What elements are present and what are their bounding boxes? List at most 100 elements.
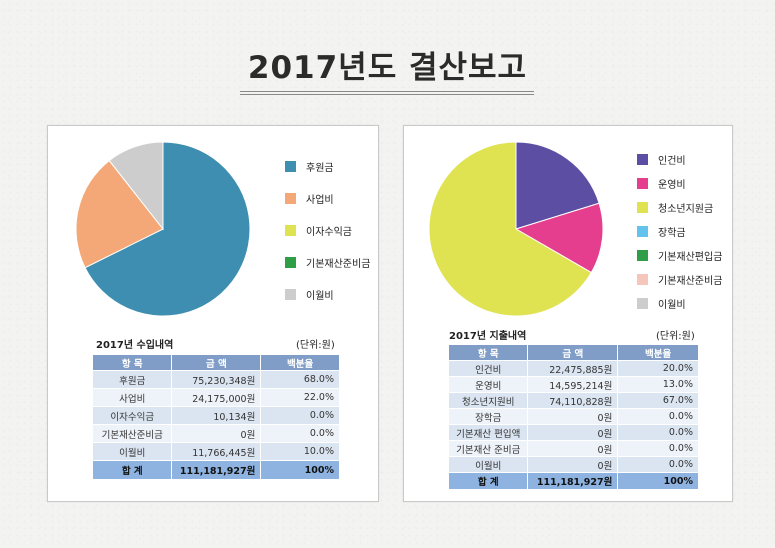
legend-item: 사업비	[285, 191, 334, 206]
legend-item: 인건비	[637, 152, 686, 167]
item-cell: 이월비	[447, 456, 529, 473]
item-cell: 이자수익금	[91, 406, 173, 425]
table-row: 후원금 75,230,348원 68.0%	[91, 370, 340, 389]
pie-slice	[514, 202, 604, 274]
percent-cell: 0.0%	[617, 440, 699, 457]
expense-table-unit: (단위:원)	[656, 331, 695, 342]
total-row: 합 계 111,181,927원 100%	[91, 460, 340, 480]
income-panel: 후원금 사업비 이자수익금 기본재산준비금 이월비 2017년 수입내역 (단위:원) …	[47, 125, 379, 502]
table-row: 청소년지원비 74,110,828원 67.0%	[447, 392, 699, 409]
total-amount: 111,181,927원	[171, 460, 262, 480]
amount-cell: 11,766,445원	[171, 442, 262, 461]
legend-label: 인건비	[658, 155, 686, 167]
percent-cell: 0.0%	[617, 424, 699, 441]
pie-slice	[84, 141, 251, 317]
legend-item: 기본재산준비금	[285, 255, 371, 270]
expense-panel: 인건비 운영비 청소년지원금 장학금 기본재산편입금 기본재산준비금 이월비 2017년 지…	[403, 125, 733, 502]
percent-cell: 20.0%	[617, 360, 699, 377]
column-header-item: 항 목	[447, 344, 529, 361]
pie-slice	[428, 141, 593, 317]
legend-swatch	[637, 153, 648, 165]
item-cell: 기본재산 준비금	[447, 440, 529, 457]
legend-item: 이월비	[285, 287, 334, 302]
percent-cell: 0.0%	[260, 424, 340, 443]
table-row: 사업비 24,175,000원 22.0%	[91, 388, 340, 407]
amount-cell: 10,134원	[171, 406, 262, 425]
item-cell: 청소년지원비	[447, 392, 529, 409]
legend-item: 기본재산준비금	[637, 272, 722, 287]
legend-swatch	[637, 225, 648, 237]
legend-item: 후원금	[285, 159, 334, 174]
legend-item: 이월비	[637, 296, 686, 311]
column-header-amount: 금 액	[527, 344, 619, 361]
legend-item: 이자수익금	[285, 223, 352, 238]
legend-swatch	[637, 201, 648, 213]
legend-label: 후원금	[306, 162, 334, 174]
legend-swatch	[637, 273, 648, 285]
pie-slice	[515, 141, 600, 230]
item-cell: 이월비	[91, 442, 173, 461]
legend-swatch	[637, 297, 648, 309]
legend-label: 이월비	[306, 290, 334, 302]
legend-swatch	[285, 288, 296, 300]
legend-label: 장학금	[658, 227, 686, 239]
legend-swatch	[285, 224, 296, 236]
amount-cell: 0원	[171, 424, 262, 443]
percent-cell: 68.0%	[260, 370, 340, 389]
amount-cell: 75,230,348원	[171, 370, 262, 389]
total-label: 합 계	[447, 472, 529, 490]
amount-cell: 0원	[527, 440, 619, 457]
legend-item: 기본재산편입금	[637, 248, 722, 263]
percent-cell: 10.0%	[260, 442, 340, 461]
legend-swatch	[285, 256, 296, 268]
income-pie-chart	[75, 141, 251, 317]
income-table-unit: (단위:원)	[296, 340, 335, 351]
item-cell: 후원금	[91, 370, 173, 389]
percent-cell: 0.0%	[617, 456, 699, 473]
table-row: 운영비 14,595,214원 13.0%	[447, 376, 699, 393]
page-title: 2017년도 결산보고	[247, 50, 528, 86]
column-header-percent: 백분율	[617, 344, 699, 361]
legend-item: 장학금	[637, 224, 686, 239]
table-row: 이월비 11,766,445원 10.0%	[91, 442, 340, 461]
title-underline	[240, 91, 534, 92]
expense-table-caption: 2017년 지출내역	[449, 331, 527, 342]
legend-label: 청소년지원금	[658, 203, 714, 215]
item-cell: 운영비	[447, 376, 529, 393]
legend-item: 운영비	[637, 176, 686, 191]
table-row: 이자수익금 10,134원 0.0%	[91, 406, 340, 425]
title-underline-second	[240, 94, 534, 95]
legend-label: 기본재산준비금	[306, 258, 371, 270]
expense-pie-chart	[428, 141, 604, 317]
total-row: 합 계 111,181,927원 100%	[447, 472, 699, 490]
item-cell: 장학금	[447, 408, 529, 425]
item-cell: 인건비	[447, 360, 529, 377]
column-header-percent: 백분율	[260, 354, 340, 371]
income-table-caption: 2017년 수입내역	[96, 340, 174, 351]
legend-swatch	[285, 160, 296, 172]
table-row: 이월비 0원 0.0%	[447, 456, 699, 473]
legend-label: 운영비	[658, 179, 686, 191]
percent-cell: 0.0%	[260, 406, 340, 425]
column-header-amount: 금 액	[171, 354, 262, 371]
total-amount: 111,181,927원	[527, 472, 619, 490]
percent-cell: 67.0%	[617, 392, 699, 409]
item-cell: 기본재산 편입액	[447, 424, 529, 441]
pie-slice	[108, 141, 164, 231]
percent-cell: 13.0%	[617, 376, 699, 393]
table-row: 기본재산준비금 0원 0.0%	[91, 424, 340, 443]
percent-cell: 0.0%	[617, 408, 699, 425]
legend-label: 이자수익금	[306, 226, 352, 238]
total-label: 합 계	[91, 460, 173, 480]
amount-cell: 0원	[527, 456, 619, 473]
legend-swatch	[637, 177, 648, 189]
legend-swatch	[285, 192, 296, 204]
table-row: 장학금 0원 0.0%	[447, 408, 699, 425]
column-header-item: 항 목	[91, 354, 173, 371]
table-row: 기본재산 편입액 0원 0.0%	[447, 424, 699, 441]
amount-cell: 74,110,828원	[527, 392, 619, 409]
expense-table: 항 목 금 액 백분율 인건비 22,475,885원 20.0% 운영비 14,595…	[447, 344, 699, 490]
income-table: 항 목 금 액 백분율 후원금 75,230,348원 68.0% 사업비 24,175…	[91, 354, 340, 480]
